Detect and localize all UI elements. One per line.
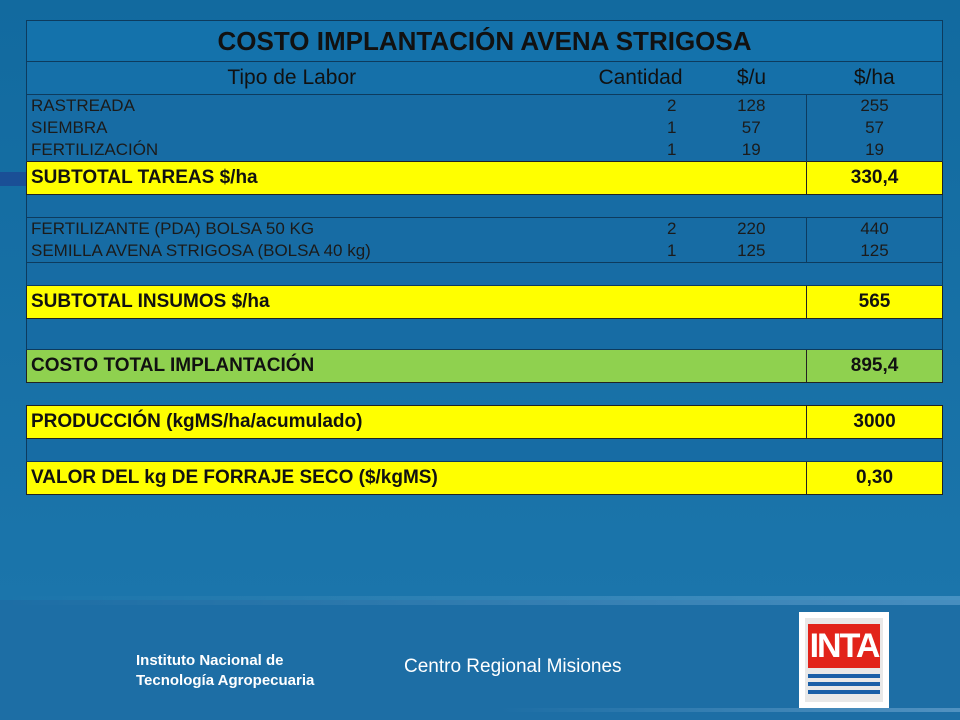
table-row-labor: SIEMBRA 1 57 57	[26, 117, 944, 139]
subtotal-insumos-label: SUBTOTAL INSUMOS $/ha	[26, 285, 807, 319]
row-label: RASTREADA	[26, 94, 557, 117]
row-unit: 220	[696, 217, 807, 240]
row-ha: 255	[805, 94, 944, 117]
valor-forraje-label: VALOR DEL kg DE FORRAJE SECO ($/kgMS)	[26, 461, 807, 495]
subtotal-tareas-label: SUBTOTAL TAREAS $/ha	[26, 161, 807, 195]
logo-stripe	[808, 674, 880, 678]
footer-divider-bottom	[500, 708, 960, 712]
produccion-value: 3000	[805, 405, 944, 439]
logo-stripe	[808, 690, 880, 694]
spacer-row	[25, 262, 944, 286]
table-row-labor: FERTILIZACIÓN 1 19 19	[26, 139, 944, 162]
col-per-ha: $/ha	[806, 61, 944, 95]
table-header: Tipo de Labor Cantidad $/u $/ha	[26, 61, 944, 95]
row-unit: 125	[696, 240, 807, 263]
row-label: SEMILLA AVENA STRIGOSA (BOLSA 40 kg)	[26, 240, 557, 263]
costo-total-row: COSTO TOTAL IMPLANTACIÓN 895,4	[26, 349, 944, 383]
row-ha: 57	[805, 117, 944, 139]
table-title: COSTO IMPLANTACIÓN AVENA STRIGOSA	[25, 20, 944, 62]
produccion-label: PRODUCCIÓN (kgMS/ha/acumulado)	[26, 405, 807, 439]
costo-total-value: 895,4	[805, 349, 944, 383]
table-row-labor: RASTREADA 2 128 255	[26, 94, 944, 117]
produccion-row: PRODUCCIÓN (kgMS/ha/acumulado) 3000	[26, 405, 944, 439]
table-row-insumo: FERTILIZANTE (PDA) BOLSA 50 KG 2 220 440	[26, 217, 944, 240]
row-cantidad: 2	[556, 94, 697, 117]
logo-stripe	[808, 682, 880, 686]
col-unit-price: $/u	[696, 61, 807, 95]
subtotal-tareas-row: SUBTOTAL TAREAS $/ha 330,4	[26, 161, 944, 195]
row-cantidad: 1	[556, 139, 697, 162]
row-cantidad: 2	[556, 217, 697, 240]
valor-forraje-value: 0,30	[805, 461, 944, 495]
row-unit: 57	[696, 117, 807, 139]
col-tipo-labor: Tipo de Labor	[26, 61, 557, 95]
row-ha: 19	[805, 139, 944, 162]
institute-line-2: Tecnología Agropecuaria	[136, 672, 315, 689]
institute-name: Instituto Nacional de Tecnología Agropec…	[136, 651, 314, 691]
row-label: FERTILIZACIÓN	[26, 139, 557, 162]
institute-line-1: Instituto Nacional de	[136, 652, 284, 669]
costo-total-label: COSTO TOTAL IMPLANTACIÓN	[26, 349, 807, 383]
subtotal-insumos-row: SUBTOTAL INSUMOS $/ha 565	[26, 285, 944, 319]
row-label: SIEMBRA	[26, 117, 557, 139]
row-unit: 19	[696, 139, 807, 162]
row-cantidad: 1	[556, 117, 697, 139]
spacer-row	[25, 318, 944, 350]
row-ha: 125	[805, 240, 944, 263]
cost-table: COSTO IMPLANTACIÓN AVENA STRIGOSA Tipo d…	[25, 20, 944, 495]
spacer-row	[25, 194, 944, 218]
spacer-row	[25, 438, 944, 462]
table-row-insumo: SEMILLA AVENA STRIGOSA (BOLSA 40 kg) 1 1…	[26, 240, 944, 263]
row-cantidad: 1	[556, 240, 697, 263]
regional-center: Centro Regional Misiones	[404, 656, 622, 677]
row-unit: 128	[696, 94, 807, 117]
subtotal-tareas-value: 330,4	[805, 161, 944, 195]
valor-forraje-row: VALOR DEL kg DE FORRAJE SECO ($/kgMS) 0,…	[26, 461, 944, 495]
subtotal-insumos-value: 565	[805, 285, 944, 319]
footer-divider	[0, 596, 960, 605]
col-cantidad: Cantidad	[556, 61, 697, 95]
row-ha: 440	[805, 217, 944, 240]
logo-text: INTA	[808, 624, 880, 668]
row-label: FERTILIZANTE (PDA) BOLSA 50 KG	[26, 217, 557, 240]
inta-logo: INTA	[799, 612, 889, 708]
gap-row	[27, 383, 943, 406]
